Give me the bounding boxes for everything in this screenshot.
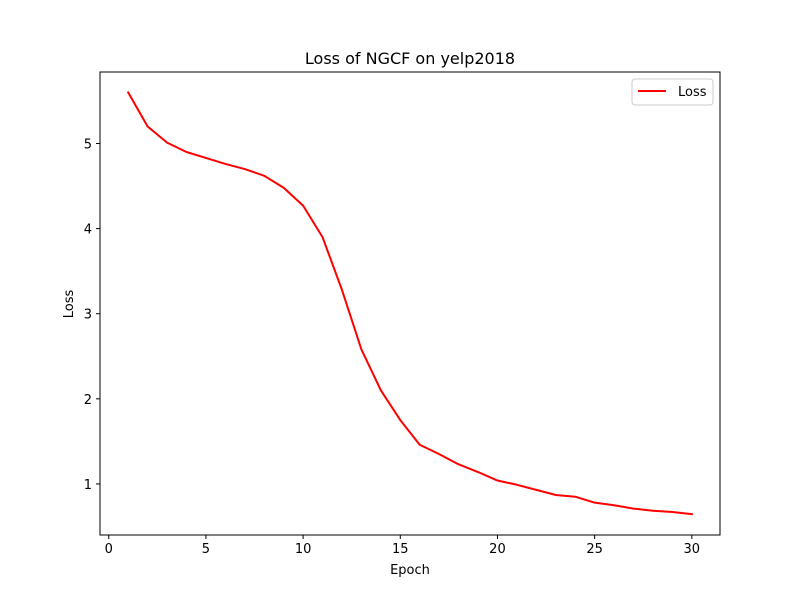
- y-tick-label: 5: [84, 137, 92, 152]
- legend: Loss: [631, 78, 714, 106]
- x-tick-label: 15: [392, 542, 409, 557]
- y-axis-label: Loss: [62, 290, 77, 319]
- x-tick-label: 20: [489, 542, 506, 557]
- y-tick-label: 4: [84, 223, 92, 238]
- legend-box: [631, 78, 714, 106]
- series-line-loss: [126, 91, 693, 516]
- y-tick-label: 1: [84, 478, 92, 493]
- x-tick-label: 30: [684, 542, 701, 557]
- ticks-layer: 0 5 10 15 20 25 30 1 2 3 4 5: [84, 137, 700, 557]
- y-tick-label: 3: [84, 308, 92, 323]
- legend-label-loss: Loss: [678, 85, 707, 100]
- x-tick-label: 5: [202, 542, 210, 557]
- x-axis-label: Epoch: [390, 563, 430, 578]
- plot-area-frame: [99, 71, 721, 536]
- x-tick-label: 0: [105, 542, 113, 557]
- y-tick-label: 2: [84, 393, 92, 408]
- x-tick-label: 10: [295, 542, 312, 557]
- chart-title: Loss of NGCF on yelp2018: [305, 49, 515, 68]
- x-tick-label: 25: [586, 542, 603, 557]
- series-layer: [126, 91, 693, 516]
